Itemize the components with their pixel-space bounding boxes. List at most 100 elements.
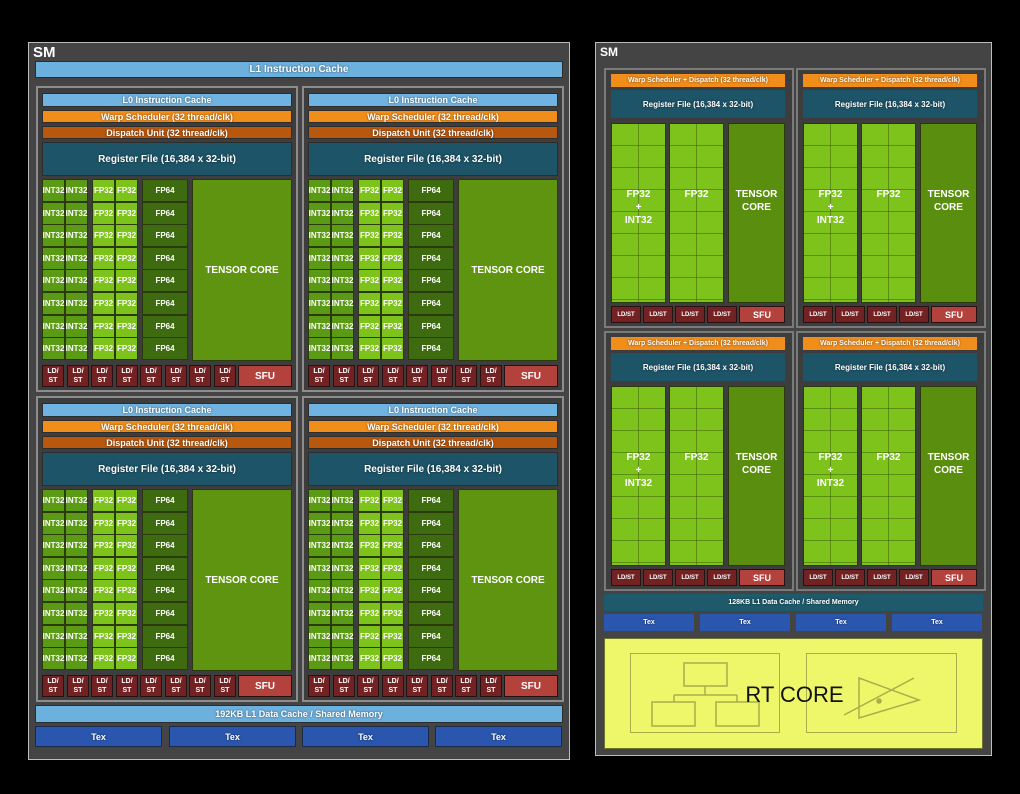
int32-unit: INT32 [42, 489, 65, 512]
ld-st-unit: LD/ST [803, 306, 833, 323]
ld-st-unit: LD/ST [867, 569, 897, 586]
processing-block: Warp Scheduler + Dispatch (32 thread/clk… [604, 331, 794, 591]
fp32-unit: FP32 [358, 625, 381, 648]
int32-unit: INT32 [331, 489, 354, 512]
int32-unit: INT32 [42, 292, 65, 315]
fp32-unit: FP32 [381, 579, 404, 602]
sfu-unit: SFU [739, 306, 785, 323]
fp64-unit: FP64 [408, 647, 454, 670]
dispatch-unit: Dispatch Unit (32 thread/clk) [42, 436, 292, 449]
l1-data-cache: 128KB L1 Data Cache / Shared Memory [604, 594, 983, 611]
tensor-core: TENSOR CORE [192, 179, 292, 361]
fp64-unit: FP64 [142, 247, 188, 270]
int32-unit: INT32 [331, 202, 354, 225]
int32-unit: INT32 [42, 602, 65, 625]
ld-st-unit: LD/ST [431, 365, 453, 387]
int32-unit: INT32 [42, 579, 65, 602]
ld-st-unit: LD/ST [899, 569, 929, 586]
fp64-unit: FP64 [142, 534, 188, 557]
int32-unit: INT32 [65, 534, 88, 557]
int32-unit: INT32 [308, 512, 331, 535]
l1-data-cache: 192KB L1 Data Cache / Shared Memory [35, 705, 563, 723]
fp32-unit: FP32 [381, 534, 404, 557]
fp32-unit: FP32 [381, 647, 404, 670]
left-sm: SM L1 Instruction Cache L0 Instruction C… [28, 42, 570, 760]
fp64-unit: FP64 [408, 202, 454, 225]
fp64-unit: FP64 [408, 247, 454, 270]
int32-unit: INT32 [65, 292, 88, 315]
processing-block: L0 Instruction Cache Warp Scheduler (32 t… [302, 86, 564, 392]
fp64-unit: FP64 [142, 337, 188, 360]
int32-unit: INT32 [65, 557, 88, 580]
ld-st-unit: LD/ST [116, 365, 138, 387]
int32-unit: INT32 [65, 512, 88, 535]
fp64-unit: FP64 [408, 579, 454, 602]
fp64-unit: FP64 [142, 579, 188, 602]
fp32-int32-unit: FP32 + INT32 [803, 123, 858, 303]
dispatch-unit: Dispatch Unit (32 thread/clk) [308, 436, 558, 449]
fp32-unit: FP32 [115, 557, 138, 580]
int32-unit: INT32 [331, 647, 354, 670]
ray-triangle-box [806, 653, 957, 733]
register-file: Register File (16,384 x 32-bit) [42, 452, 292, 486]
fp32-unit: FP32 [92, 179, 115, 202]
ld-st-unit: LD/ST [357, 675, 379, 697]
bvh-traversal-box [630, 653, 780, 733]
register-file: Register File (16,384 x 32-bit) [611, 90, 785, 118]
ld-st-unit: LD/ST [140, 675, 162, 697]
fp32-unit: FP32 [381, 602, 404, 625]
fp32-unit: FP32 [92, 625, 115, 648]
fp32-unit: FP32 [115, 224, 138, 247]
int32-unit: INT32 [308, 602, 331, 625]
ray-triangle-icon [843, 676, 922, 720]
fp32-unit: FP32 [92, 315, 115, 338]
fp32-unit: FP32 [115, 489, 138, 512]
warp-scheduler-dispatch: Warp Scheduler + Dispatch (32 thread/clk… [611, 337, 785, 350]
fp64-unit: FP64 [142, 292, 188, 315]
fp32-unit: FP32 [358, 179, 381, 202]
int32-unit: INT32 [308, 579, 331, 602]
ld-st-unit: LD/ST [67, 365, 89, 387]
int32-unit: INT32 [65, 489, 88, 512]
int32-unit: INT32 [42, 557, 65, 580]
fp32-unit: FP32 [358, 269, 381, 292]
ld-st-unit: LD/ST [214, 365, 236, 387]
warp-scheduler: Warp Scheduler (32 thread/clk) [308, 420, 558, 433]
ld-st-unit: LD/ST [67, 675, 89, 697]
fp32-unit: FP32 [358, 557, 381, 580]
int32-unit: INT32 [65, 269, 88, 292]
l0-instruction-cache: L0 Instruction Cache [42, 403, 292, 417]
int32-unit: INT32 [308, 315, 331, 338]
ld-st-unit: LD/ST [189, 365, 211, 387]
fp64-unit: FP64 [142, 315, 188, 338]
dispatch-unit: Dispatch Unit (32 thread/clk) [42, 126, 292, 139]
int32-unit: INT32 [308, 337, 331, 360]
int32-unit: INT32 [65, 179, 88, 202]
fp32-unit: FP32 [381, 179, 404, 202]
fp32-unit: FP32 [92, 224, 115, 247]
fp32-unit: FP32 [358, 602, 381, 625]
fp32-unit: FP32 [92, 647, 115, 670]
int32-unit: INT32 [331, 224, 354, 247]
fp32-unit: FP32 [92, 534, 115, 557]
int32-unit: INT32 [65, 647, 88, 670]
int32-unit: INT32 [42, 337, 65, 360]
fp64-unit: FP64 [142, 179, 188, 202]
ld-st-unit: LD/ST [116, 675, 138, 697]
fp64-unit: FP64 [142, 602, 188, 625]
ld-st-unit: LD/ST [42, 365, 64, 387]
register-file: Register File (16,384 x 32-bit) [803, 353, 977, 381]
processing-block: Warp Scheduler + Dispatch (32 thread/clk… [796, 68, 986, 328]
fp32-unit: FP32 [358, 512, 381, 535]
fp64-unit: FP64 [142, 489, 188, 512]
fp32-unit: FP32 [861, 123, 916, 303]
fp32-unit: FP32 [669, 123, 724, 303]
register-file: Register File (16,384 x 32-bit) [611, 353, 785, 381]
ld-st-unit: LD/ST [803, 569, 833, 586]
ld-st-unit: LD/ST [91, 365, 113, 387]
sfu-unit: SFU [931, 569, 977, 586]
int32-unit: INT32 [65, 247, 88, 270]
fp32-unit: FP32 [92, 557, 115, 580]
fp32-unit: FP32 [115, 512, 138, 535]
fp32-unit: FP32 [115, 269, 138, 292]
